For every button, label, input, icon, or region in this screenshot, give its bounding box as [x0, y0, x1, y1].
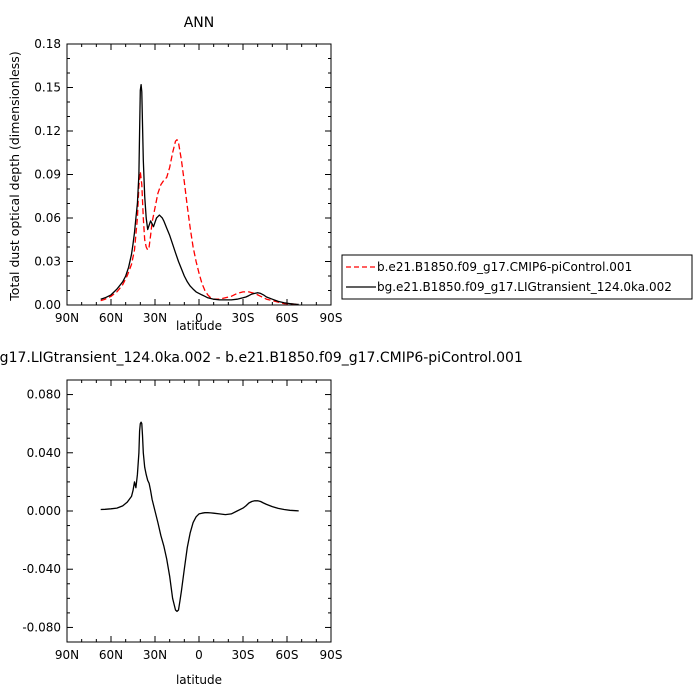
top-y-tick-label: 0.03	[34, 255, 61, 269]
bottom-y-tick-label: 0.080	[27, 388, 61, 402]
top-plot-frame	[66, 43, 332, 306]
legend-label-series-2: bg.e21.B1850.f09_g17.LIGtransient_124.0k…	[377, 280, 672, 294]
top-x-tick-label: 0	[195, 311, 203, 325]
top-series-line-1	[100, 139, 299, 306]
bottom-plot-area: 90N 60N 30N 0 30S 60S 90S -0.080 -0.040 0.000 0.04…	[22, 379, 343, 662]
top-x-tick-label: 30N	[143, 311, 167, 325]
legend-label-series-1: b.e21.B1850.f09_g17.CMIP6-piControl.001	[377, 260, 632, 274]
top-xlabel: latitude	[176, 319, 222, 333]
bottom-title: bg.e21.B1850.f09_g17.LIGtransient_124.0k…	[0, 350, 523, 366]
legend-box	[341, 254, 693, 300]
bottom-x-tick-label: 90N	[55, 648, 79, 662]
bottom-x-tick-label: 60N	[99, 648, 123, 662]
legend: b.e21.B1850.f09_g17.CMIP6-piControl.001 …	[341, 254, 693, 300]
top-x-tick-label: 60S	[276, 311, 299, 325]
top-x-tick-label: 30S	[232, 311, 255, 325]
top-plot-area: 90N 60N 30N 0 30S 60S 90S 0.00 0.03 0.06 0.09 0.12 0…	[34, 37, 342, 325]
bottom-y-tick-label: -0.040	[22, 562, 61, 576]
top-x-tick-label: 90S	[320, 311, 343, 325]
bottom-x-tick-label: 60S	[276, 648, 299, 662]
top-ylabel: Total dust optical depth (dimensionless)	[7, 51, 22, 301]
top-x-tick-label: 60N	[99, 311, 123, 325]
bottom-y-tick-label: 0.040	[27, 446, 61, 460]
top-y-tick-label: 0.06	[34, 211, 61, 225]
panel-top: ANN Total dust optical depth (dimensionl…	[7, 15, 693, 333]
bottom-x-tick-label: 30N	[143, 648, 167, 662]
bottom-y-tick-label: -0.080	[22, 620, 61, 634]
panel-bottom: bg.e21.B1850.f09_g17.LIGtransient_124.0k…	[0, 350, 523, 687]
bottom-series-line-1	[100, 421, 299, 613]
bottom-x-tick-label: 30S	[232, 648, 255, 662]
top-y-tick-label: 0.12	[34, 124, 61, 138]
top-series-line-2	[100, 83, 299, 306]
top-y-tick-label: 0.15	[34, 81, 61, 95]
top-y-tick-label: 0.00	[34, 298, 61, 312]
bottom-xlabel: latitude	[176, 673, 222, 687]
top-y-tick-label: 0.09	[34, 168, 61, 182]
bottom-x-tick-label: 0	[195, 648, 203, 662]
top-title: ANN	[184, 15, 215, 31]
bottom-y-tick-label: 0.000	[27, 504, 61, 518]
bottom-x-tick-label: 90S	[320, 648, 343, 662]
top-x-tick-label: 90N	[55, 311, 79, 325]
top-y-tick-label: 0.18	[34, 37, 61, 51]
